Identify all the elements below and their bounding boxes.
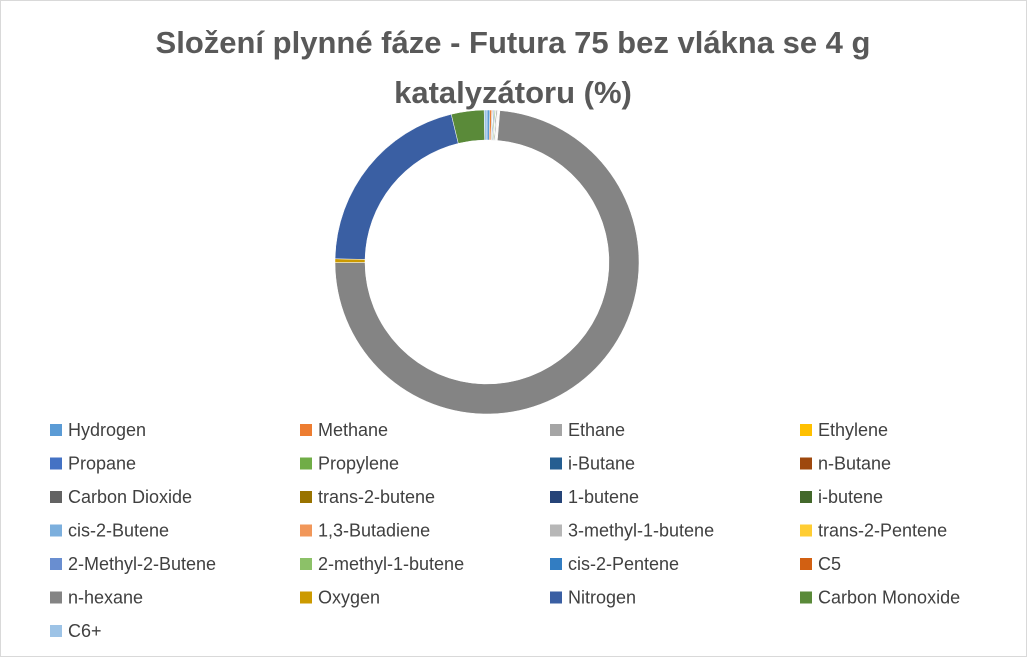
legend-label: n-hexane	[68, 587, 143, 607]
legend-swatch	[550, 424, 562, 436]
legend-swatch	[550, 524, 562, 537]
legend-swatch	[300, 591, 312, 604]
legend-swatch	[800, 424, 812, 436]
legend-swatch	[50, 491, 62, 503]
legend-label: trans-2-butene	[318, 487, 435, 507]
legend-label: C5	[818, 554, 841, 574]
legend-label: Propane	[68, 453, 136, 473]
legend-label: Propylene	[318, 453, 399, 473]
chart-title: Složení plynné fáze - Futura 75 bez vlák…	[155, 25, 871, 110]
legend-label: Ethane	[568, 420, 625, 440]
legend-label: cis-2-Butene	[68, 520, 169, 540]
legend-label: 2-methyl-1-butene	[318, 554, 464, 574]
legend-swatch	[550, 591, 562, 604]
legend-swatch	[300, 424, 312, 436]
doughnut-slice	[483, 109, 488, 141]
legend-label: trans-2-Pentene	[818, 520, 947, 540]
legend-swatch	[50, 424, 62, 436]
legend-swatch	[800, 591, 812, 604]
legend-swatch	[50, 625, 62, 637]
legend-label: 1,3-Butadiene	[318, 520, 430, 540]
legend-swatch	[300, 558, 312, 570]
legend-label: Carbon Dioxide	[68, 487, 192, 507]
legend-label: Nitrogen	[568, 587, 636, 607]
legend-swatch	[50, 457, 62, 470]
legend-swatch	[800, 558, 812, 570]
legend-label: n-Butane	[818, 453, 891, 473]
legend-label: i-butene	[818, 487, 883, 507]
legend-swatch	[50, 524, 62, 537]
legend-swatch	[300, 524, 312, 537]
legend-label: 2-Methyl-2-Butene	[68, 554, 216, 574]
legend-label: i-Butane	[568, 453, 635, 473]
legend-label: 1-butene	[568, 487, 639, 507]
legend-swatch	[550, 558, 562, 570]
legend-label: cis-2-Pentene	[568, 554, 679, 574]
legend-label: 3-methyl-1-butene	[568, 520, 714, 540]
legend-swatch	[300, 457, 312, 470]
legend-swatch	[300, 491, 312, 503]
legend-swatch	[50, 558, 62, 570]
legend-swatch	[800, 524, 812, 537]
legend-swatch	[550, 491, 562, 503]
legend-label: Oxygen	[318, 587, 380, 607]
legend-label: Ethylene	[818, 420, 888, 440]
legend-swatch	[800, 491, 812, 503]
legend-swatch	[550, 457, 562, 470]
legend-label: Methane	[318, 420, 388, 440]
doughnut-slice	[334, 110, 640, 415]
legend-label: Hydrogen	[68, 420, 146, 440]
legend-label: C6+	[68, 621, 102, 641]
legend-swatch	[50, 591, 62, 604]
legend-label: Carbon Monoxide	[818, 587, 960, 607]
legend-swatch	[800, 457, 812, 470]
